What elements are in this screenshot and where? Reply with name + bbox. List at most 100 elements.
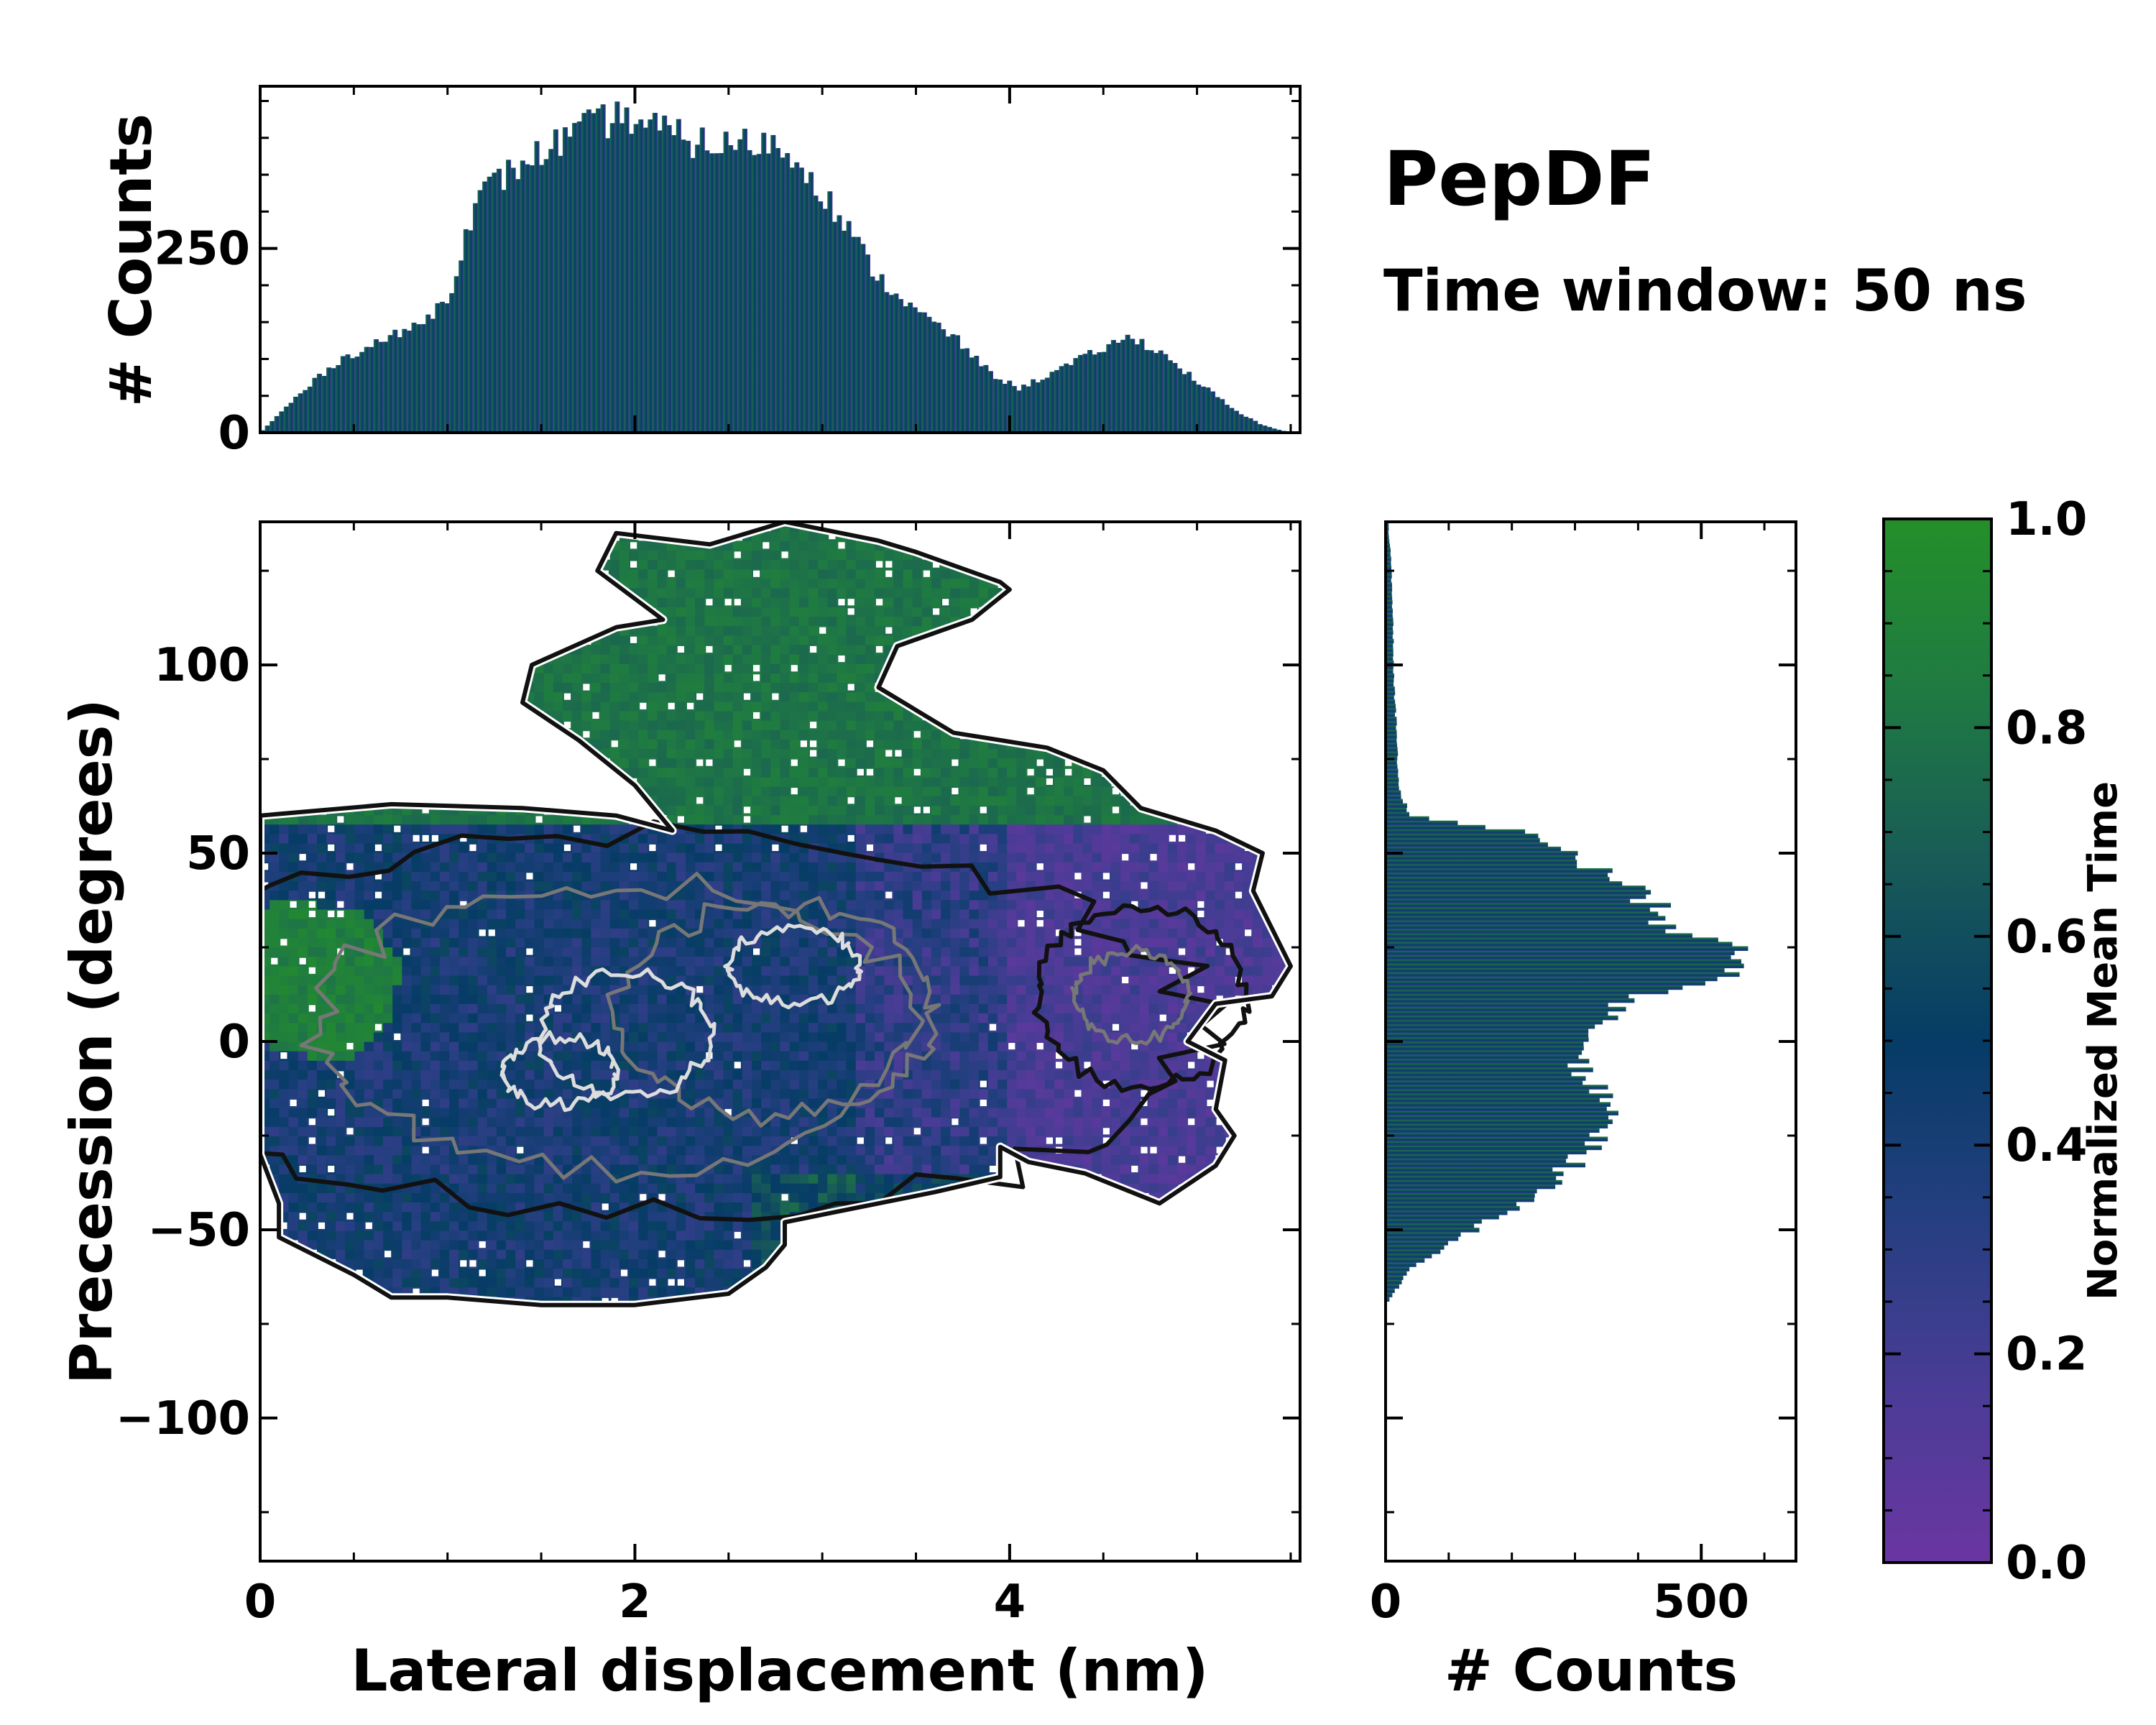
heatmap-cell xyxy=(553,1013,563,1024)
heatmap-cell xyxy=(893,1164,904,1174)
heatmap-cell xyxy=(288,909,299,919)
heatmap-cell xyxy=(439,975,450,985)
heatmap-cell xyxy=(439,1174,450,1184)
heatmap-cell xyxy=(657,701,668,712)
heatmap-cell xyxy=(515,1240,525,1250)
heatmap-cell xyxy=(525,1145,535,1156)
heatmap-cell xyxy=(714,644,724,655)
heatmap-cell xyxy=(855,578,866,589)
heatmap-cell xyxy=(695,1202,705,1213)
heatmap-cell xyxy=(884,1117,894,1127)
heatmap-cell xyxy=(912,909,923,919)
heatmap-cell xyxy=(959,805,970,816)
heatmap-cell xyxy=(798,635,809,645)
heatmap-cell xyxy=(921,1164,932,1174)
heatmap-cell xyxy=(714,758,724,768)
heatmap-cell xyxy=(780,578,791,589)
heatmap-cell xyxy=(723,730,734,740)
heatmap-cell xyxy=(420,975,431,985)
heatmap-cell xyxy=(477,965,488,976)
heatmap-cell xyxy=(912,1145,923,1156)
heatmap-cell xyxy=(950,1051,961,1061)
heatmap-cell xyxy=(326,880,336,891)
heatmap-cell xyxy=(298,928,308,938)
heatmap-cell xyxy=(676,758,686,768)
heatmap-cell xyxy=(487,1013,497,1024)
heatmap-cell xyxy=(600,1240,611,1250)
heatmap-cell xyxy=(714,1051,724,1061)
heatmap-cell xyxy=(704,767,715,778)
heatmap-cell xyxy=(591,956,602,967)
heatmap-cell xyxy=(657,776,668,787)
heatmap-cell xyxy=(950,796,961,806)
heatmap-cell xyxy=(373,852,384,862)
heatmap-cell xyxy=(373,1031,384,1042)
heatmap-cell xyxy=(704,947,715,957)
heatmap-cell xyxy=(723,776,734,787)
heatmap-cell xyxy=(364,1022,374,1033)
heatmap-cell xyxy=(827,625,838,636)
heatmap-cell xyxy=(666,805,677,816)
heatmap-cell xyxy=(676,862,686,872)
heatmap-cell xyxy=(648,909,658,919)
heatmap-cell xyxy=(591,691,602,702)
heatmap-cell xyxy=(638,1268,648,1279)
heatmap-cell xyxy=(439,1060,450,1070)
heatmap-cell xyxy=(732,919,743,929)
heatmap-cell xyxy=(515,1183,525,1193)
heatmap-cell xyxy=(279,1079,290,1090)
heatmap-cell xyxy=(345,1240,356,1250)
heatmap-cell xyxy=(846,994,857,1004)
heatmap-cell xyxy=(336,1088,346,1099)
heatmap-cell xyxy=(903,1079,913,1090)
top-hist-bar xyxy=(279,411,285,433)
heatmap-cell xyxy=(761,625,771,636)
heatmap-cell xyxy=(827,1060,838,1070)
heatmap-cell xyxy=(865,1041,875,1052)
heatmap-cell xyxy=(364,862,374,872)
heatmap-cell xyxy=(364,1117,374,1127)
heatmap-cell xyxy=(837,569,847,579)
heatmap-cell xyxy=(666,1287,677,1297)
heatmap-cell xyxy=(449,1088,459,1099)
heatmap-cell xyxy=(959,1154,970,1165)
heatmap-cell xyxy=(818,682,828,693)
heatmap-cell xyxy=(619,569,630,579)
heatmap-cell xyxy=(288,1108,299,1118)
heatmap-cell xyxy=(402,1136,413,1146)
heatmap-cell xyxy=(572,994,582,1004)
heatmap-cell xyxy=(732,1070,743,1080)
heatmap-cell xyxy=(402,1174,413,1184)
heatmap-cell xyxy=(392,1240,402,1250)
heatmap-cell xyxy=(865,1003,875,1014)
heatmap-cell xyxy=(657,1031,668,1042)
heatmap-cell xyxy=(354,1174,365,1184)
heatmap-cell xyxy=(316,880,327,891)
top-hist-bar xyxy=(1215,397,1220,433)
heatmap-cell xyxy=(609,994,620,1004)
heatmap-cell xyxy=(619,1277,630,1288)
heatmap-cell xyxy=(307,833,318,844)
heatmap-cell xyxy=(714,588,724,598)
heatmap-cell xyxy=(704,673,715,683)
heatmap-cell xyxy=(364,937,374,948)
heatmap-cell xyxy=(326,1183,336,1193)
heatmap-cell xyxy=(298,862,308,872)
heatmap-cell xyxy=(648,1220,658,1231)
heatmap-cell xyxy=(742,871,752,882)
heatmap-cell xyxy=(761,956,771,967)
heatmap-cell xyxy=(912,852,923,862)
heatmap-cell xyxy=(477,1277,488,1288)
heatmap-cell xyxy=(591,937,602,948)
heatmap-cell xyxy=(383,1230,393,1241)
heatmap-cell xyxy=(477,814,488,825)
top-hist-bar xyxy=(765,153,771,433)
heatmap-cell xyxy=(411,1088,422,1099)
heatmap-cell xyxy=(761,965,771,976)
heatmap-cell xyxy=(638,1117,648,1127)
heatmap-cell xyxy=(893,1126,904,1136)
heatmap-cell xyxy=(402,1013,413,1024)
heatmap-cell xyxy=(770,1041,781,1052)
heatmap-cell xyxy=(827,691,838,702)
heatmap-cell xyxy=(270,1108,280,1118)
